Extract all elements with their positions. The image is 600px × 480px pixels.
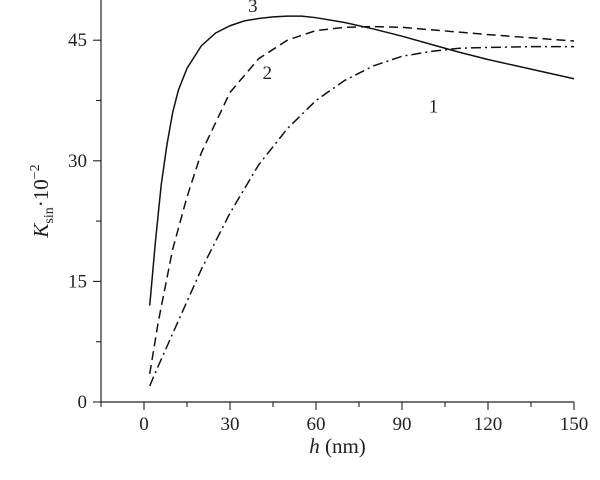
curve-label-3: 3 [248, 0, 258, 17]
x-tick-label: 60 [307, 414, 326, 435]
x-tick-label: 120 [474, 414, 503, 435]
y-tick-label: 15 [68, 271, 87, 292]
curve-label-1: 1 [429, 97, 439, 118]
labels-layer: 1 2 3 [248, 0, 438, 118]
x-axis-title: h (nm) [309, 434, 366, 458]
y-axis-sup: −2 [28, 164, 43, 179]
y-tick-label: 0 [78, 392, 88, 413]
y-axis-mult: ·10 [29, 179, 53, 207]
series-line-3 [148, 15, 575, 306]
y-tick-label: 30 [68, 151, 87, 172]
y-axis-var: K [29, 223, 53, 239]
axes: 0 30 60 90 120 150 0 15 30 45 h (nm) Ksin·10−2 [28, 0, 588, 458]
x-axis-var: h [309, 434, 320, 458]
x-tick-label: 0 [139, 414, 149, 435]
series-layer [148, 15, 575, 387]
y-tick-label: 45 [68, 30, 87, 51]
x-tick-label: 150 [560, 414, 589, 435]
x-tick-label: 30 [221, 414, 240, 435]
x-tick-label: 90 [393, 414, 412, 435]
y-axis-title: Ksin·10−2 [28, 164, 57, 238]
curve-label-2: 2 [263, 63, 273, 84]
x-axis-unit: (nm) [320, 434, 366, 458]
y-axis-sub: sin [42, 207, 57, 223]
series-line-1 [149, 45, 574, 387]
series-line-2 [148, 25, 575, 374]
